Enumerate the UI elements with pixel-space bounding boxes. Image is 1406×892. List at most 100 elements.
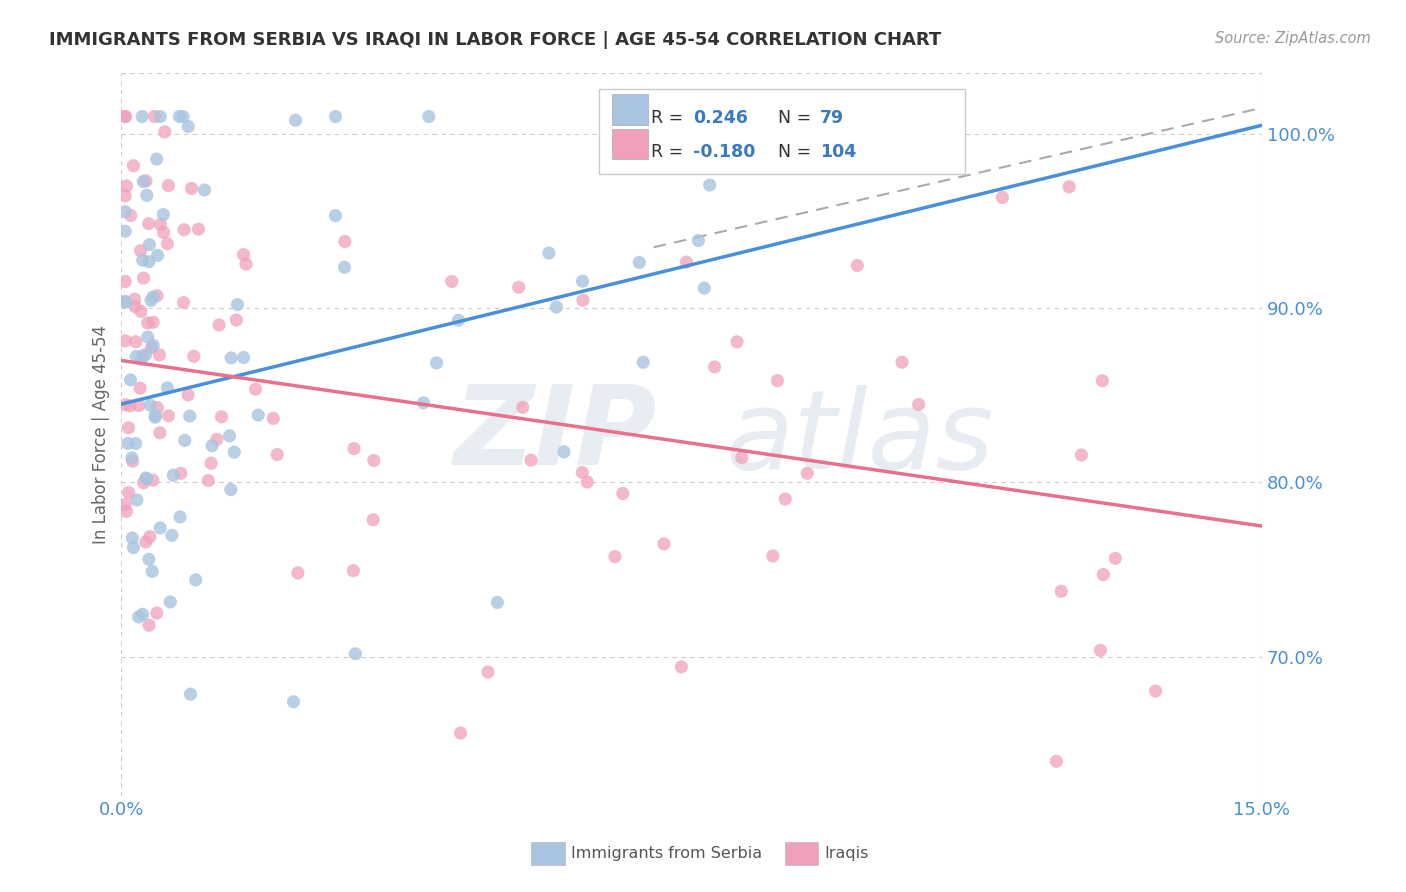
Point xyxy=(284,113,307,128)
Point xyxy=(138,237,160,252)
Point xyxy=(333,260,356,275)
Point xyxy=(344,647,367,661)
Point xyxy=(114,110,136,124)
Point xyxy=(537,246,560,260)
Point xyxy=(142,315,165,329)
Point xyxy=(991,190,1014,204)
Point xyxy=(325,209,347,223)
Point xyxy=(160,528,183,542)
Point xyxy=(173,223,195,237)
Point xyxy=(235,257,257,271)
Point xyxy=(187,222,209,236)
Text: 0.246: 0.246 xyxy=(693,109,748,127)
Point xyxy=(219,483,242,497)
Point xyxy=(156,236,179,251)
Point xyxy=(197,474,219,488)
Point xyxy=(1050,584,1073,599)
Point xyxy=(725,334,748,349)
Point xyxy=(152,208,174,222)
Point xyxy=(486,595,509,609)
Point xyxy=(283,695,305,709)
Point xyxy=(114,498,136,512)
Point xyxy=(142,290,165,304)
Point xyxy=(731,450,754,465)
Text: -0.180: -0.180 xyxy=(693,144,755,161)
Point xyxy=(129,304,152,318)
Point xyxy=(157,178,180,193)
Point xyxy=(418,110,440,124)
Point xyxy=(287,566,309,580)
Point xyxy=(132,475,155,490)
Point xyxy=(325,110,347,124)
Point xyxy=(142,473,165,487)
Point xyxy=(363,453,385,467)
Point xyxy=(114,275,136,289)
Point xyxy=(129,352,152,367)
Point xyxy=(1144,684,1167,698)
Point xyxy=(143,409,166,423)
Point xyxy=(572,293,595,308)
Point xyxy=(201,439,224,453)
Point xyxy=(138,618,160,632)
Point xyxy=(129,244,152,258)
Point xyxy=(211,409,233,424)
Point xyxy=(343,442,366,456)
Point xyxy=(450,726,472,740)
Point xyxy=(1090,643,1112,657)
Point xyxy=(183,349,205,363)
Point xyxy=(114,295,136,310)
Point xyxy=(131,607,153,622)
Point xyxy=(225,313,247,327)
Point xyxy=(1057,179,1080,194)
Point xyxy=(114,204,136,219)
Point xyxy=(631,355,654,369)
Point xyxy=(149,521,172,535)
Point xyxy=(162,468,184,483)
Point xyxy=(179,409,201,423)
Point xyxy=(146,248,169,262)
Point xyxy=(135,472,157,486)
Point xyxy=(247,408,270,422)
Point xyxy=(115,504,138,518)
Point xyxy=(149,110,172,124)
Point xyxy=(128,610,150,624)
Point xyxy=(703,359,725,374)
Point xyxy=(135,348,157,362)
Point xyxy=(141,341,163,355)
Point xyxy=(146,401,169,415)
Point xyxy=(138,254,160,268)
Point xyxy=(628,255,651,269)
Point xyxy=(907,397,929,411)
Point xyxy=(145,606,167,620)
Text: R =: R = xyxy=(651,144,689,161)
Point xyxy=(132,174,155,188)
Text: Source: ZipAtlas.com: Source: ZipAtlas.com xyxy=(1215,31,1371,46)
Point xyxy=(114,110,136,124)
Point xyxy=(143,410,166,425)
Text: N =: N = xyxy=(778,144,817,161)
Point xyxy=(205,433,228,447)
Point xyxy=(172,110,194,124)
Text: 79: 79 xyxy=(820,109,844,127)
Point xyxy=(117,436,139,450)
Point xyxy=(114,334,136,348)
Point xyxy=(553,445,575,459)
Text: atlas: atlas xyxy=(725,384,994,491)
Point xyxy=(135,188,157,202)
Point xyxy=(1070,448,1092,462)
Point xyxy=(184,573,207,587)
Text: ZIP: ZIP xyxy=(454,381,658,488)
Point xyxy=(135,174,157,188)
Point xyxy=(136,330,159,344)
Point xyxy=(891,355,914,369)
Point xyxy=(846,259,869,273)
Point xyxy=(115,179,138,194)
Point xyxy=(138,217,160,231)
Point xyxy=(796,467,818,481)
Point xyxy=(612,486,634,500)
Point xyxy=(131,110,153,124)
Point xyxy=(671,660,693,674)
Point xyxy=(180,181,202,195)
Point xyxy=(218,429,240,443)
Point xyxy=(114,294,136,309)
